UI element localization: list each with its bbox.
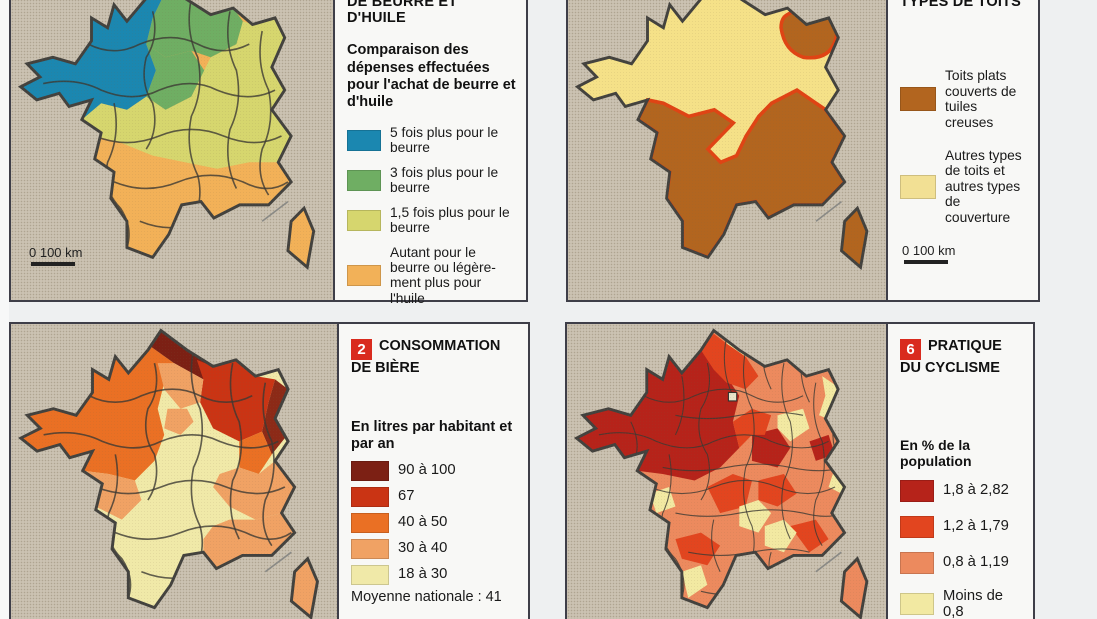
legend-title-clipped: TYPES DE TOITS	[900, 0, 1021, 10]
legend-label: Autres types de toits et autres types de…	[945, 147, 1022, 225]
legend-swatch	[351, 460, 389, 481]
legend-item: 1,2 à 1,79	[900, 515, 1023, 538]
legend-item: 18 à 30	[351, 564, 518, 585]
legend-label: 5 fois plus pour le beurre	[390, 124, 499, 156]
legend-subtitle: En litres par habitant et par an	[351, 419, 513, 453]
legend-swatch	[900, 515, 934, 538]
legend-swatch	[347, 129, 381, 151]
panel-title: 2 CONSOMMATION DE BIÈRE	[351, 338, 518, 377]
legend-swatch	[351, 486, 389, 507]
legend-label: 0,8 à 1,19	[943, 554, 1009, 571]
panel-butter-oil: 0 100 km DE BEURRE ET D'HUILE Comparaiso…	[9, 0, 528, 306]
legend-label: 90 à 100	[398, 462, 456, 479]
panel-roof-types: TYPES DE TOITS Toits plats couverts de t…	[566, 0, 1040, 302]
scale-bar-line	[31, 262, 75, 266]
legend-swatch	[351, 538, 389, 559]
legend-item: 40 à 50	[351, 512, 518, 533]
legend-label: 3 fois plus pour le beurre	[390, 164, 499, 196]
map-france-cycling	[567, 324, 886, 619]
legend-swatch	[347, 209, 381, 231]
legend-title-clipped: DE BEURRE ET D'HUILE	[347, 0, 458, 27]
legend-item: 5 fois plus pour le beurre	[347, 125, 516, 156]
legend-item: 30 à 40	[351, 538, 518, 559]
panel-title-text: PRATIQUE DU CYCLISME	[900, 338, 1002, 376]
map-france-beer	[11, 324, 337, 619]
legend-item: 0,8 à 1,19	[900, 551, 1023, 574]
legend-swatch	[900, 87, 936, 112]
legend-label: 30 à 40	[398, 540, 448, 557]
legend-beer: 2 CONSOMMATION DE BIÈRE En litres par hab…	[337, 324, 528, 619]
panel-number-badge: 6	[900, 339, 921, 360]
legend-swatch	[900, 551, 934, 574]
scale-bar-line	[904, 260, 948, 264]
legend-cycling: 6 PRATIQUE DU CYCLISME En % de la populat…	[886, 324, 1033, 619]
legend-label: 18 à 30	[398, 566, 448, 583]
legend-swatch	[351, 564, 389, 585]
paris-marker	[727, 391, 738, 402]
legend-item: Moins de 0,8	[900, 588, 1023, 619]
legend-label: 67	[398, 488, 415, 505]
legend-item: Autres types de toits et autres types de…	[900, 148, 1028, 225]
legend-swatch	[347, 169, 381, 191]
panel-number-badge: 2	[351, 339, 372, 360]
panel-title: 6 PRATIQUE DU CYCLISME	[900, 338, 1023, 377]
legend-swatch	[900, 593, 934, 616]
legend-swatch	[900, 174, 936, 199]
scale-label: 0 100 km	[902, 243, 956, 258]
legend-swatch	[900, 479, 934, 502]
legend-subtitle: En % de la population	[900, 437, 972, 470]
legend-item: 1,5 fois plus pour le beurre	[347, 205, 516, 236]
france-map-beer-svg	[19, 328, 320, 619]
legend-swatch	[351, 512, 389, 533]
legend-label: 1,5 fois plus pour le beurre	[390, 204, 510, 236]
legend-label: 1,8 à 2,82	[943, 482, 1009, 499]
legend-label: Autant pour le beurre ou légère­ment plu…	[390, 244, 496, 306]
legend-swatch	[347, 264, 381, 286]
legend-item: 90 à 100	[351, 460, 518, 481]
panel-cycling-practice: 6 PRATIQUE DU CYCLISME En % de la populat…	[565, 322, 1035, 619]
legend-item: Autant pour le beurre ou légère­ment plu…	[347, 245, 516, 307]
panel-title-text: CONSOMMATION DE BIÈRE	[351, 338, 501, 376]
france-map-butter-svg	[19, 0, 316, 269]
legend-butter-oil: DE BEURRE ET D'HUILE Comparaison des dép…	[333, 0, 526, 306]
legend-intro: Comparaison des dépenses effectuées pour…	[347, 42, 516, 110]
scale-label: 0 100 km	[29, 245, 83, 260]
legend-item: Toits plats couverts de tuiles creuses	[900, 68, 1028, 130]
map-france-roofs	[568, 0, 886, 300]
legend-roof-types: TYPES DE TOITS Toits plats couverts de t…	[886, 0, 1038, 300]
legend-label: 1,2 à 1,79	[943, 518, 1009, 535]
national-average-note: Moyenne nationale : 41	[351, 588, 502, 605]
scale-bar: 0 100 km	[902, 243, 955, 264]
legend-item: 67	[351, 486, 518, 507]
france-map-roofs-svg	[575, 0, 869, 269]
legend-label: Moins de 0,8	[943, 587, 1004, 619]
france-map-cycling-svg	[574, 328, 869, 619]
map-france-butter-oil: 0 100 km	[11, 0, 333, 300]
legend-item: 3 fois plus pour le beurre	[347, 165, 516, 196]
legend-item: 1,8 à 2,82	[900, 479, 1023, 502]
legend-label: 40 à 50	[398, 514, 448, 531]
legend-label: Toits plats couverts de tuiles creuses	[945, 68, 1017, 130]
scale-bar: 0 100 km	[29, 245, 82, 266]
panel-beer-consumption: 2 CONSOMMATION DE BIÈRE En litres par hab…	[9, 322, 530, 619]
